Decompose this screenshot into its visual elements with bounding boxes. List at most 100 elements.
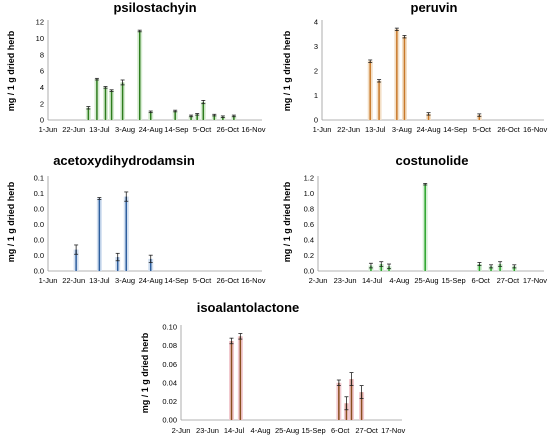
bar (336, 379, 342, 420)
x-tick-label: 14-Jul (224, 426, 245, 435)
chart-panel-1: psilostachyin mg / 1 g dried herb 0 2 4 6 8 10 1… (6, 0, 266, 134)
bar (73, 244, 79, 271)
x-tick-label: 14-Sep (164, 125, 188, 134)
y-tick-label: 0.02 (162, 397, 177, 406)
y-tick-label: 3 (314, 42, 318, 51)
y-tick-label: 0.8 (304, 205, 314, 214)
y-tick-label: 0.00 (162, 416, 177, 425)
y-axis-label: mg / 1 g dried herb (6, 30, 16, 111)
x-tick-label: 17-Nov (381, 426, 405, 435)
bar (476, 262, 482, 271)
chart-panel-4: costunolide mg / 1 g dried herb 0.0 0.2 0.4 0… (282, 153, 547, 285)
bar (488, 264, 494, 271)
x-tick-label: 24-Aug (139, 125, 163, 134)
chart-title: costunolide (396, 153, 469, 168)
bar (426, 112, 432, 120)
bar (148, 110, 154, 120)
x-tick-label: 6-Oct (331, 426, 350, 435)
y-tick-label: 0.6 (304, 220, 314, 229)
y-tick-label: 12 (36, 18, 44, 27)
bar (172, 109, 178, 120)
x-tick-label: 17-Nov (523, 276, 547, 285)
y-tick-label: 0 (40, 116, 44, 125)
bar (220, 115, 226, 120)
x-tick-label: 15-Sep (302, 426, 326, 435)
x-tick-label: 16-Nov (241, 125, 265, 134)
x-tick-label: 27-Oct (497, 276, 520, 285)
bar (401, 35, 407, 121)
bar (229, 337, 235, 420)
x-tick-label: 6-Oct (472, 276, 491, 285)
x-tick-label: 23-Jun (196, 426, 219, 435)
x-tick-label: 5-Oct (193, 276, 212, 285)
chart-title: acetoxydihydrodamsin (53, 153, 195, 168)
chart-panel-2: peruvin mg / 1 g dried herb 0 1 2 3 4 1-Jun 22-J… (282, 0, 547, 134)
bar (115, 252, 121, 271)
x-tick-label: 13-Jul (89, 276, 110, 285)
x-tick-label: 4-Aug (389, 276, 409, 285)
x-tick-label: 23-Jun (334, 276, 357, 285)
x-tick-label: 24-Aug (416, 125, 440, 134)
bar (343, 396, 349, 420)
bar (231, 114, 237, 120)
x-tick-label: 3-Aug (115, 125, 135, 134)
y-tick-label: 4 (40, 83, 44, 92)
chart-title: isoalantolactone (197, 300, 300, 315)
bar (85, 106, 91, 120)
y-tick-label: 0.10 (162, 323, 177, 332)
y-tick-label: 0.0 (34, 267, 44, 276)
y-tick-label: 0.4 (304, 236, 314, 245)
bar (476, 113, 482, 120)
x-tick-label: 5-Oct (473, 125, 492, 134)
x-tick-label: 22-Jun (62, 125, 85, 134)
chart-title: peruvin (411, 0, 458, 15)
bar (237, 333, 243, 420)
x-tick-label: 14-Jul (362, 276, 383, 285)
bar (137, 29, 143, 120)
bar (422, 183, 428, 271)
x-tick-label: 13-Jul (89, 125, 110, 134)
bar (511, 264, 517, 271)
x-tick-label: 25-Aug (414, 276, 438, 285)
y-tick-label: 0.06 (162, 360, 177, 369)
bar (148, 254, 154, 271)
y-tick-label: 0.04 (162, 378, 177, 387)
y-axis-label: mg / 1 g dried herb (6, 181, 16, 262)
x-tick-label: 2-Jun (309, 276, 328, 285)
y-tick-label: 0.0 (34, 205, 44, 214)
x-tick-label: 15-Sep (442, 276, 466, 285)
x-tick-label: 4-Aug (251, 426, 271, 435)
x-tick-label: 14-Sep (164, 276, 188, 285)
y-tick-label: 0.2 (304, 251, 314, 260)
y-tick-label: 2 (40, 99, 44, 108)
bar (194, 113, 200, 120)
x-tick-label: 24-Aug (139, 276, 163, 285)
x-tick-label: 26-Oct (217, 125, 240, 134)
chart-title: psilostachyin (113, 0, 196, 15)
y-tick-label: 10 (36, 34, 44, 43)
bar (102, 86, 108, 120)
y-tick-label: 8 (40, 50, 44, 59)
bar (211, 113, 217, 120)
y-tick-label: 1 (314, 91, 318, 100)
y-tick-label: 0.1 (34, 189, 44, 198)
bar (394, 27, 400, 121)
bar (359, 385, 365, 420)
y-tick-label: 6 (40, 67, 44, 76)
chart-panel-3: acetoxydihydrodamsin mg / 1 g dried herb 0… (6, 153, 266, 285)
x-tick-label: 1-Jun (39, 276, 58, 285)
y-tick-label: 0.08 (162, 341, 177, 350)
x-tick-label: 5-Oct (193, 125, 212, 134)
x-tick-label: 22-Jun (337, 125, 360, 134)
bar (378, 261, 384, 271)
x-tick-label: 3-Aug (392, 125, 412, 134)
x-tick-label: 13-Jul (365, 125, 386, 134)
y-tick-label: 0.0 (34, 251, 44, 260)
bar (120, 79, 126, 120)
bar (94, 77, 100, 120)
chart-panel-5: isoalantolactone mg / 1 g dried herb 0.00 0… (140, 300, 405, 435)
y-tick-label: 0 (314, 116, 318, 125)
y-tick-label: 1.2 (304, 174, 314, 183)
bar (348, 372, 354, 420)
